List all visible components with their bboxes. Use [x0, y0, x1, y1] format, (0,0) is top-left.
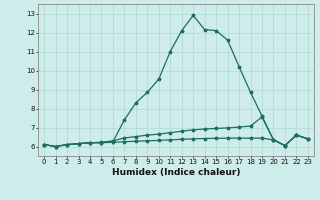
X-axis label: Humidex (Indice chaleur): Humidex (Indice chaleur): [112, 168, 240, 177]
